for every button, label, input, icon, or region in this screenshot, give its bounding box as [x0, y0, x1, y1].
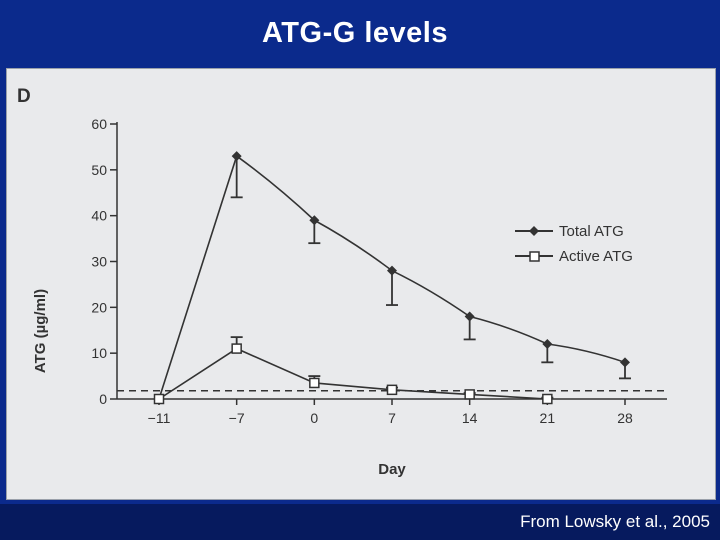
y-tick-label: 20 — [91, 299, 107, 315]
legend-item-total: Total ATG — [515, 223, 624, 240]
data-point-active — [542, 393, 553, 405]
data-point-active — [309, 377, 320, 389]
panel-label: D — [17, 86, 31, 107]
legend-label-total: Total ATG — [559, 223, 624, 240]
series-active — [153, 336, 554, 405]
citation-credit: From Lowsky et al., 2005 — [520, 512, 710, 531]
y-tick-label: 0 — [99, 391, 107, 407]
x-tick-label: −11 — [148, 410, 171, 426]
legend: Total ATG Active ATG — [515, 223, 633, 265]
y-tick-label: 40 — [91, 208, 107, 224]
y-tick-label: 60 — [91, 116, 107, 132]
legend-item-active: Active ATG — [515, 248, 633, 265]
x-tick-label: 0 — [310, 410, 318, 426]
x-axis-label: Day — [378, 461, 406, 478]
legend-marker-total — [529, 226, 539, 236]
data-point-active — [231, 343, 242, 354]
y-axis-label: ATG (µg/ml) — [32, 289, 49, 373]
data-point-total — [542, 339, 553, 349]
data-point-total — [464, 311, 475, 322]
data-point-active — [153, 393, 165, 405]
x-tick-label: 7 — [388, 410, 396, 426]
legend-label-active: Active ATG — [559, 248, 633, 265]
data-point-total — [620, 357, 630, 368]
y-tick-label: 50 — [91, 162, 107, 178]
atg-line-chart: D 0 10 20 30 40 50 60 −11 −7 0 7 14 21 28 ATG (µg/ml… — [17, 86, 667, 478]
series-layer — [153, 151, 631, 405]
data-point-total — [231, 151, 242, 162]
x-axis: −11 −7 0 7 14 21 28 — [117, 398, 667, 426]
x-tick-label: 14 — [462, 410, 478, 426]
footer-bar — [0, 504, 720, 540]
series-line-active — [158, 347, 548, 400]
series-total — [154, 151, 631, 404]
y-axis: 0 10 20 30 40 50 60 — [91, 116, 118, 407]
data-point-total — [309, 215, 320, 226]
slide-title: ATG-G levels — [262, 17, 448, 49]
data-point-active — [386, 384, 398, 396]
x-tick-label: 21 — [540, 410, 556, 426]
figure-panel: D 0 10 20 30 40 50 60 −11 −7 0 7 14 21 28 ATG (µg/ml… — [6, 68, 716, 500]
x-tick-label: −7 — [229, 410, 245, 426]
y-tick-label: 10 — [91, 345, 107, 361]
data-point-total — [387, 265, 397, 276]
y-tick-label: 30 — [91, 254, 107, 270]
x-tick-label: 28 — [617, 410, 633, 426]
data-point-active — [464, 389, 475, 400]
legend-marker-active — [529, 251, 540, 262]
